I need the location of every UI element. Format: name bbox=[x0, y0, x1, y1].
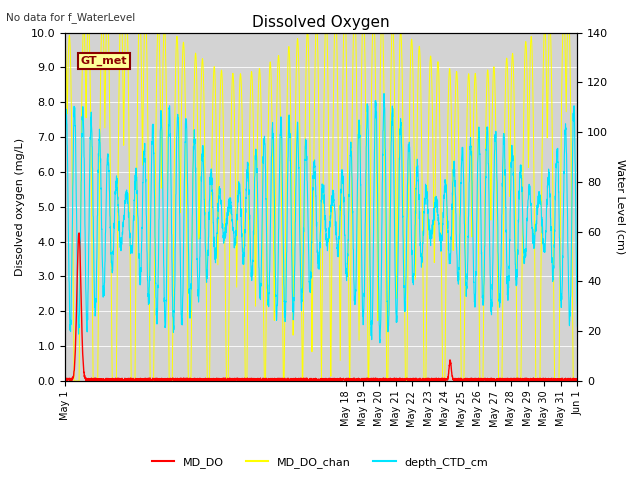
Text: No data for f_WaterLevel: No data for f_WaterLevel bbox=[6, 12, 136, 23]
Y-axis label: Dissolved oxygen (mg/L): Dissolved oxygen (mg/L) bbox=[15, 138, 25, 276]
Title: Dissolved Oxygen: Dissolved Oxygen bbox=[252, 15, 390, 30]
Y-axis label: Water Level (cm): Water Level (cm) bbox=[615, 159, 625, 254]
Text: GT_met: GT_met bbox=[80, 56, 127, 66]
Legend: MD_DO, MD_DO_chan, depth_CTD_cm: MD_DO, MD_DO_chan, depth_CTD_cm bbox=[147, 452, 493, 472]
